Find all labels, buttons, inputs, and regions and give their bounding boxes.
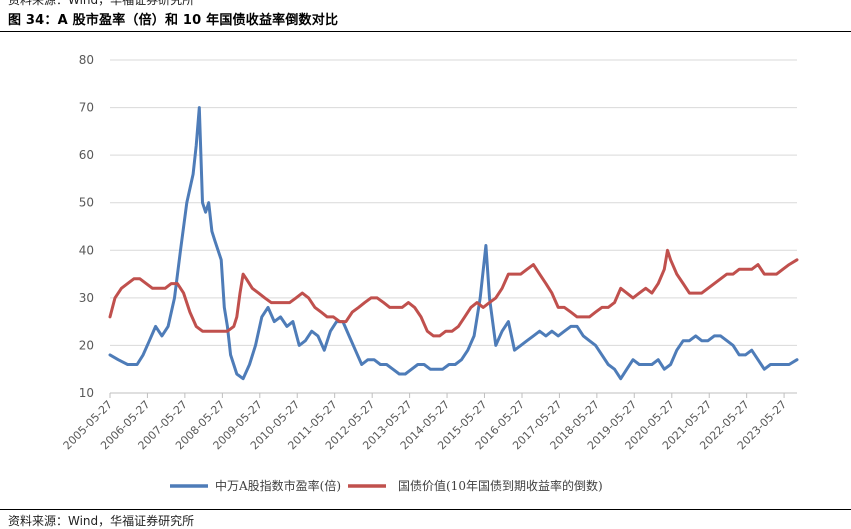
y-tick-label: 80 [79, 53, 94, 67]
source-note-bottom: 资料来源：Wind，华福证券研究所 [8, 514, 195, 528]
source-note-top: 资料来源：Wind，华福证券研究所 [8, 0, 195, 7]
title-rule [0, 31, 851, 32]
series-lines [108, 106, 799, 381]
y-tick-label: 50 [79, 196, 94, 210]
y-axis: 10 20 30 40 50 60 70 80 [79, 53, 94, 400]
y-tick-label: 70 [79, 101, 94, 115]
y-tick-label: 40 [79, 243, 94, 257]
grid-lines [110, 59, 797, 394]
figure-title: 图 34：A 股市盈率（倍）和 10 年国债收益率倒数对比 [8, 13, 339, 28]
y-tick-label: 30 [79, 291, 94, 305]
legend: 中万A股指数市盈率(倍) 国债价值(10年国债到期收益率的倒数) [170, 478, 603, 493]
y-tick-label: 20 [79, 338, 94, 352]
legend-label-2: 国债价值(10年国债到期收益率的倒数) [398, 478, 603, 493]
legend-label-1: 中万A股指数市盈率(倍) [215, 478, 341, 493]
x-axis: 2005-05-272006-05-272007-05-272008-05-27… [61, 393, 789, 452]
series-line-1 [108, 106, 799, 381]
y-tick-label: 10 [79, 386, 94, 400]
bottom-rule [0, 509, 851, 510]
y-tick-label: 60 [79, 148, 94, 162]
series-line-2 [108, 248, 799, 338]
